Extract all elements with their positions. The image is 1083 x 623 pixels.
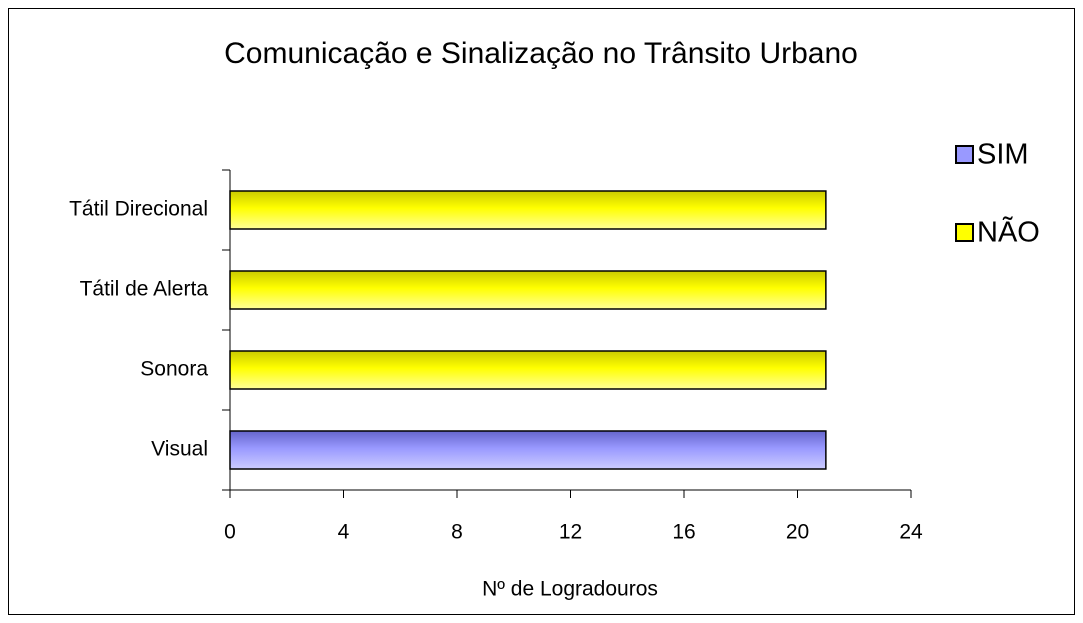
y-tick-label: Tátil de Alerta — [80, 278, 209, 301]
bar — [229, 270, 827, 310]
bar — [229, 350, 827, 390]
x-tick-label: 0 — [224, 521, 236, 544]
legend-label: NÃO — [977, 215, 1040, 249]
y-tick-label: Sonora — [140, 358, 208, 381]
x-tick-label: 8 — [451, 521, 463, 544]
chart-title: Comunicação e Sinalização no Trânsito Ur… — [224, 37, 858, 70]
legend-swatch — [955, 145, 974, 164]
x-tick-label: 4 — [338, 521, 350, 544]
bar — [229, 430, 827, 470]
x-tick-label: 12 — [559, 521, 582, 544]
legend-label: SIM — [977, 139, 1029, 171]
chart-border — [8, 8, 1075, 615]
y-tick-label: Visual — [151, 438, 208, 461]
bar — [229, 190, 827, 230]
x-tick-label: 16 — [672, 521, 695, 544]
x-tick-label: 24 — [899, 521, 923, 544]
x-axis-label: Nº de Logradouros — [482, 578, 658, 601]
legend-swatch — [955, 223, 974, 242]
y-tick-label: Tátil Direcional — [69, 198, 208, 221]
x-tick-label: 20 — [786, 521, 809, 544]
